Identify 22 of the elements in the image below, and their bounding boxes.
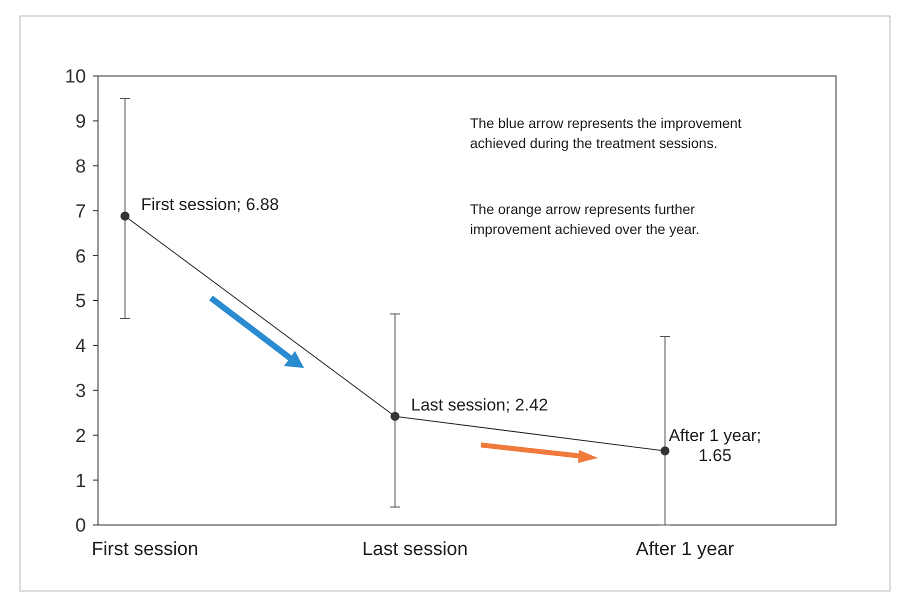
y-tick-label: 9 xyxy=(75,112,86,133)
y-tick-label: 4 xyxy=(75,336,86,358)
x-tick-label: First session xyxy=(92,539,198,560)
y-tick-label: 8 xyxy=(75,156,86,178)
x-tick-label: After 1 year xyxy=(636,539,735,560)
y-tick-label: 3 xyxy=(75,380,86,402)
data-label: After 1 year; 1.65 xyxy=(668,426,762,465)
y-tick-label: 7 xyxy=(75,201,86,222)
y-tick-label: 5 xyxy=(75,291,86,312)
y-tick-label: 1 xyxy=(75,470,86,492)
annotation: The orange arrow represents further improvement achieved over the year. xyxy=(470,201,700,237)
y-tick-label: 6 xyxy=(75,246,86,268)
point xyxy=(120,212,130,221)
y-tick-label: 2 xyxy=(75,426,86,447)
annotation: The blue arrow represents the improvement achieved during the treatment sessions. xyxy=(470,115,742,151)
x-tick-label: Last session xyxy=(362,539,468,560)
y-tick-label: 0 xyxy=(75,516,86,537)
point xyxy=(660,446,670,456)
point xyxy=(390,412,400,421)
y-tick-label: 10 xyxy=(64,66,86,88)
data-label: First session; 6.88 xyxy=(141,195,279,214)
data-label: Last session; 2.42 xyxy=(411,395,548,414)
